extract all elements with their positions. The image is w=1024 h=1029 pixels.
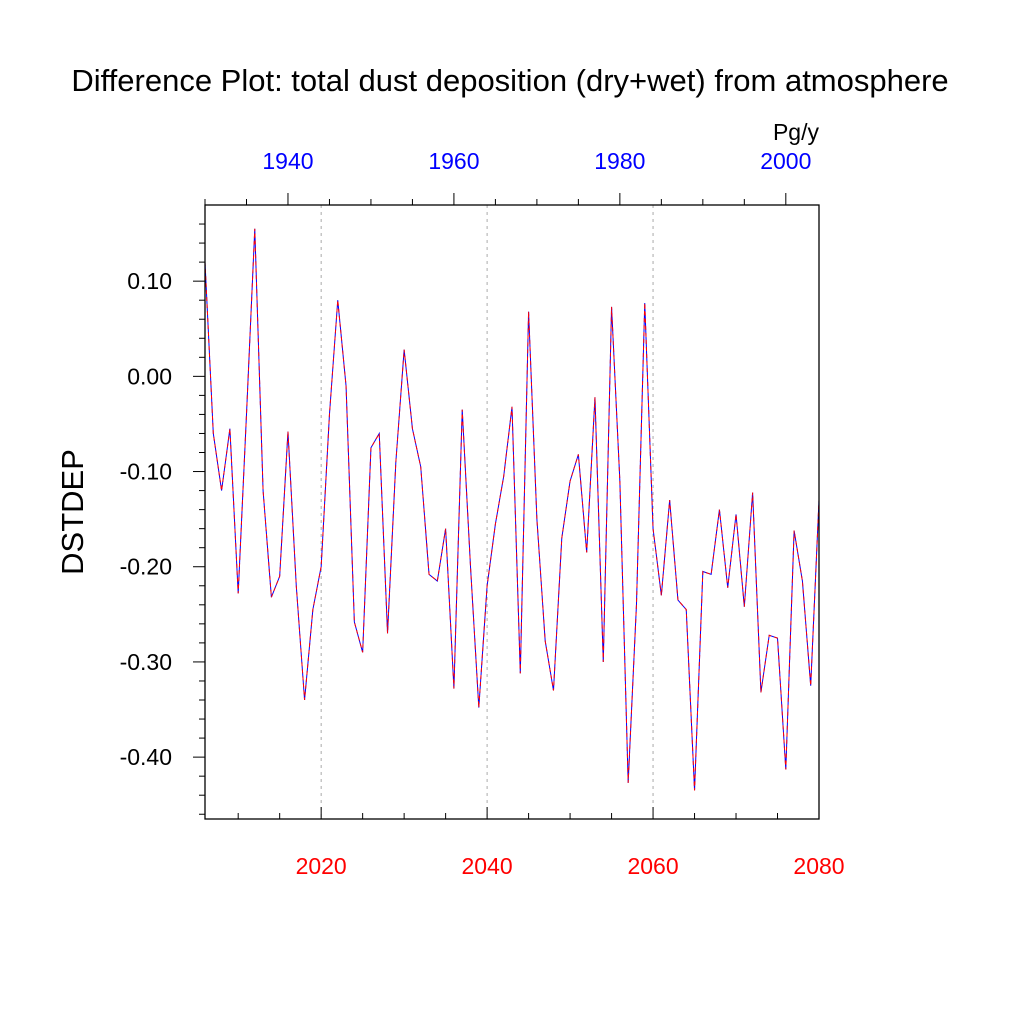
top-tick-label: 1960 bbox=[428, 148, 479, 174]
axis-layer: 2020 2040 2060 2080 1940 1960 1980 2000 0.10 0.00… bbox=[120, 148, 845, 879]
y-tick-label: 0.00 bbox=[127, 363, 172, 389]
grid-layer bbox=[320, 205, 654, 819]
y-tick-label: -0.10 bbox=[120, 459, 172, 485]
x-tick-label: 2040 bbox=[462, 853, 513, 879]
plot-frame bbox=[204, 204, 820, 820]
top-tick-label: 2000 bbox=[760, 148, 811, 174]
x-tick-label: 2060 bbox=[627, 853, 678, 879]
y-tick-label: 0.10 bbox=[127, 268, 172, 294]
top-tick-label: 1940 bbox=[262, 148, 313, 174]
series-line-blue-solid bbox=[204, 228, 820, 791]
x-tick-label: 2080 bbox=[793, 853, 844, 879]
chart-title: Difference Plot: total dust deposition (… bbox=[71, 63, 948, 98]
y-tick-label: -0.40 bbox=[120, 744, 172, 770]
units-label: Pg/y bbox=[773, 119, 820, 145]
y-tick-label: -0.20 bbox=[120, 554, 172, 580]
top-tick-label: 1980 bbox=[594, 148, 645, 174]
y-tick-label: -0.30 bbox=[120, 649, 172, 675]
y-axis-label: DSTDEP bbox=[55, 449, 90, 575]
series-layer bbox=[204, 228, 820, 791]
x-tick-label: 2020 bbox=[296, 853, 347, 879]
series-line-red-dashed bbox=[204, 228, 820, 791]
